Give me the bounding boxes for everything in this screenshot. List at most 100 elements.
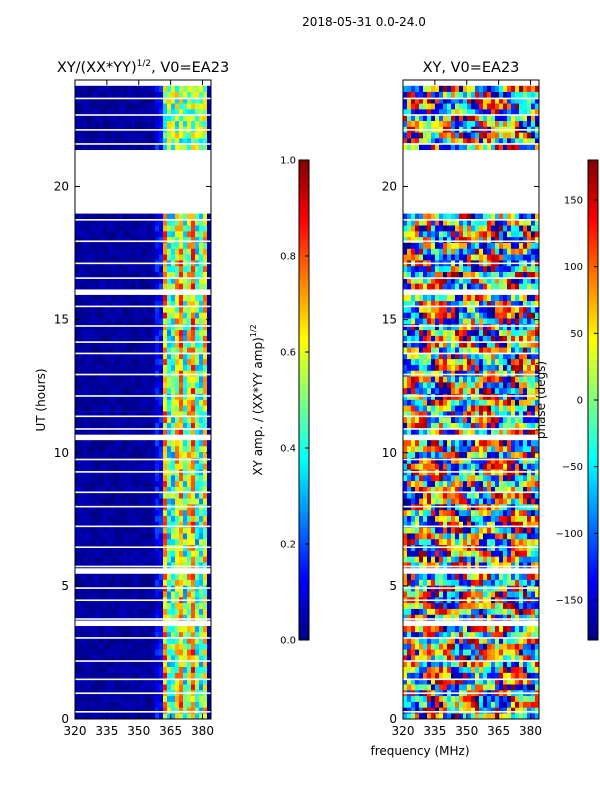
heatmap-cell xyxy=(99,405,104,412)
heatmap-cell xyxy=(411,463,416,470)
heatmap-cell xyxy=(527,445,532,453)
heatmap-cell xyxy=(511,660,516,668)
heatmap-cell xyxy=(119,364,124,371)
heatmap-cell xyxy=(139,428,144,435)
heatmap-cell xyxy=(199,614,204,621)
heatmap-cell xyxy=(199,556,204,563)
heatmap-cell xyxy=(207,387,212,394)
heatmap-cell xyxy=(423,498,428,505)
heatmap-cell xyxy=(463,521,468,528)
heatmap-cell xyxy=(195,684,200,691)
heatmap-cell xyxy=(163,707,168,714)
heatmap-cell xyxy=(435,637,440,644)
heatmap-cell xyxy=(115,85,120,92)
heatmap-cell xyxy=(159,678,164,685)
heatmap-cell xyxy=(447,486,452,493)
heatmap-cell xyxy=(523,591,528,598)
heatmap-cell xyxy=(75,626,80,633)
heatmap-cell xyxy=(87,341,92,348)
heatmap-cell xyxy=(171,562,176,569)
heatmap-cell xyxy=(471,428,476,435)
heatmap-cell xyxy=(207,248,212,255)
heatmap-cell xyxy=(151,341,156,348)
heatmap-cell xyxy=(175,637,180,644)
heatmap-cell xyxy=(111,591,116,598)
heatmap-cell xyxy=(423,579,428,586)
heatmap-cell xyxy=(75,143,80,151)
heatmap-cell xyxy=(119,475,124,482)
heatmap-cell xyxy=(111,550,116,557)
heatmap-cell xyxy=(175,695,180,702)
heatmap-cell xyxy=(155,411,160,418)
heatmap-cell xyxy=(115,527,120,534)
heatmap-cell xyxy=(495,643,500,650)
heatmap-cell xyxy=(439,440,444,447)
heatmap-cell xyxy=(135,277,140,284)
heatmap-cell xyxy=(163,411,168,418)
heatmap-cell xyxy=(183,614,188,621)
heatmap-cell xyxy=(175,538,180,546)
heatmap-cell xyxy=(487,538,492,546)
heatmap-cell xyxy=(191,608,196,615)
heatmap-cell xyxy=(171,579,176,586)
heatmap-cell xyxy=(171,678,176,685)
heatmap-cell xyxy=(519,550,524,557)
heatmap-cell xyxy=(87,329,92,336)
heatmap-cell xyxy=(443,695,448,702)
heatmap-cell xyxy=(179,411,184,418)
heatmap-cell xyxy=(499,515,504,522)
heatmap-cell xyxy=(175,498,180,505)
heatmap-cell xyxy=(111,271,116,278)
heatmap-cell xyxy=(91,527,96,534)
heatmap-cell xyxy=(427,475,432,482)
heatmap-cell xyxy=(475,614,480,621)
heatmap-cell xyxy=(187,445,192,453)
heatmap-cell xyxy=(511,713,516,720)
heatmap-cell xyxy=(195,387,200,394)
heatmap-cell xyxy=(111,225,116,232)
heatmap-cell xyxy=(103,265,108,272)
heatmap-cell xyxy=(407,416,412,424)
heatmap-cell xyxy=(487,637,492,644)
heatmap-cell xyxy=(439,701,444,708)
heatmap-cell xyxy=(459,480,464,487)
heatmap-cell xyxy=(123,562,128,569)
heatmap-cell xyxy=(447,475,452,482)
heatmap-cell xyxy=(415,538,420,546)
heatmap-cell xyxy=(159,370,164,377)
heatmap-cell xyxy=(519,707,524,714)
heatmap-cell xyxy=(83,103,88,110)
heatmap-cell xyxy=(499,678,504,685)
heatmap-cell xyxy=(151,492,156,499)
heatmap-cell xyxy=(411,660,416,668)
heatmap-cell xyxy=(119,550,124,557)
heatmap-cell xyxy=(407,684,412,691)
heatmap-cell xyxy=(203,480,208,487)
heatmap-cell xyxy=(415,684,420,691)
heatmap-cell xyxy=(127,341,132,348)
heatmap-cell xyxy=(99,353,104,360)
heatmap-cell xyxy=(139,132,144,139)
heatmap-cell xyxy=(427,480,432,487)
heatmap-cell xyxy=(183,242,188,249)
heatmap-cell xyxy=(171,382,176,389)
heatmap-cell xyxy=(115,521,120,528)
heatmap-cell xyxy=(527,684,532,691)
heatmap-cell xyxy=(79,132,84,139)
heatmap-cell xyxy=(203,347,208,354)
heatmap-cell xyxy=(87,573,92,580)
heatmap-cell xyxy=(103,533,108,540)
heatmap-cell xyxy=(475,608,480,615)
heatmap-cell xyxy=(531,562,536,569)
heatmap-cell xyxy=(91,463,96,470)
heatmap-cell xyxy=(163,120,168,127)
heatmap-cell xyxy=(175,254,180,261)
heatmap-cell xyxy=(127,242,132,249)
heatmap-cell xyxy=(95,318,100,325)
heatmap-cell xyxy=(499,457,504,464)
heatmap-cell xyxy=(403,533,408,540)
heatmap-cell xyxy=(495,445,500,453)
heatmap-cell xyxy=(103,457,108,464)
heatmap-cell xyxy=(119,562,124,569)
heatmap-cell xyxy=(99,358,104,365)
